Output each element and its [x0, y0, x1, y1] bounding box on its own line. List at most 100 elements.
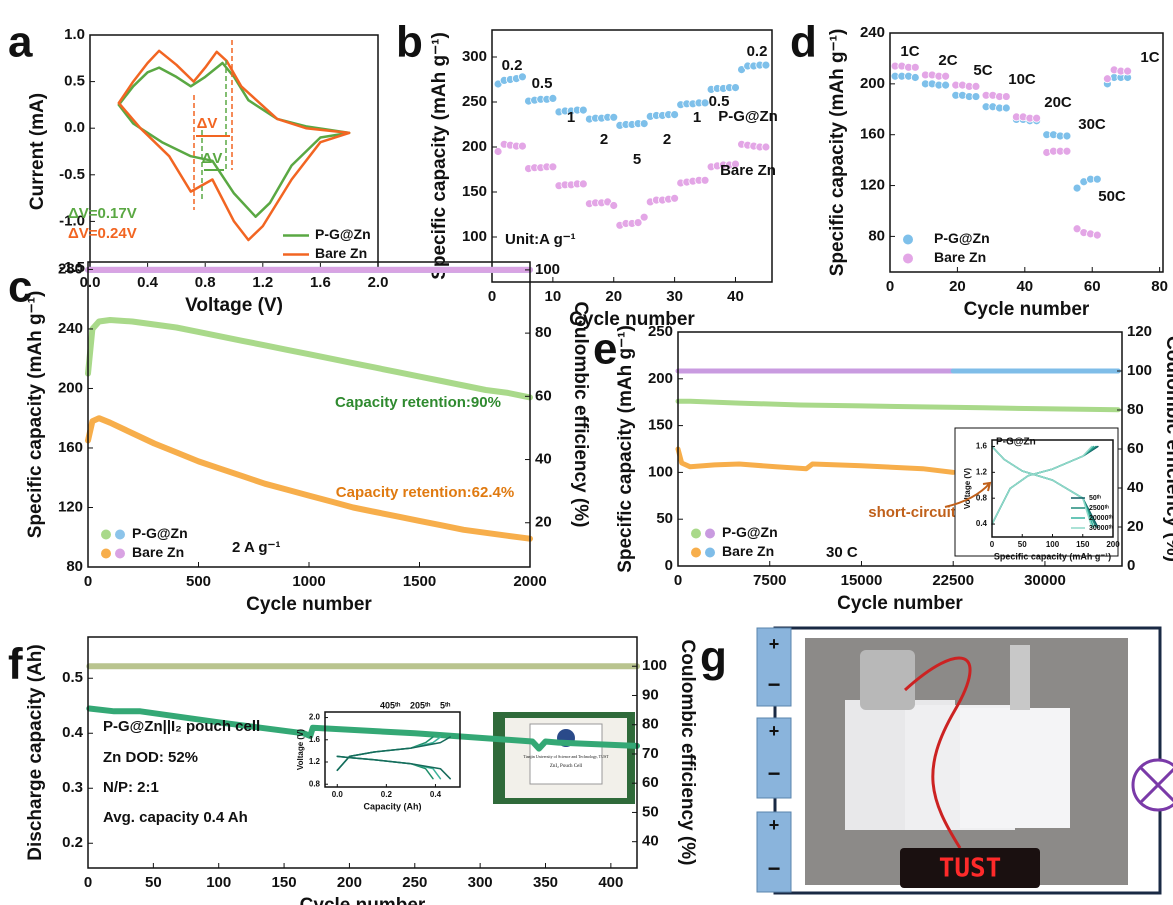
- inset-title: P-G@Zn: [996, 437, 1036, 448]
- y-axis-label: Discharge capacity (Ah): [25, 644, 46, 860]
- point: [910, 62, 920, 72]
- y-tick-label: 1.6: [309, 735, 321, 744]
- point: [910, 73, 920, 82]
- series-line: [117, 61, 351, 218]
- x-tick-label: 1.2: [252, 274, 273, 291]
- x-tick-label: 200: [1106, 540, 1120, 549]
- photo-text: Tianjin University of Science and Techno…: [523, 754, 609, 760]
- legend-label: P-G@Zn: [132, 525, 188, 541]
- point: [700, 175, 710, 185]
- y2-tick-label: 20: [535, 514, 552, 531]
- annotation: 50C: [1098, 188, 1126, 205]
- x-tick-label: 2000: [513, 573, 546, 590]
- lamp: [1131, 758, 1173, 812]
- legend-label: P-G@Zn: [315, 226, 371, 242]
- legend-marker: [691, 547, 701, 558]
- x-axis-label: Cycle number: [837, 593, 963, 614]
- y-tick-label: 150: [462, 183, 487, 200]
- annotation: 1C: [900, 43, 919, 60]
- annotation: 30 C: [826, 544, 858, 561]
- sign: +: [769, 721, 780, 741]
- legend-marker: [101, 548, 111, 559]
- x-tick-label: 50: [145, 874, 162, 891]
- plot-frame: [87, 261, 531, 568]
- x-tick-label: 0: [488, 288, 496, 305]
- lamp-cross: [1138, 765, 1173, 805]
- y2-tick-label: 100: [642, 657, 667, 674]
- annotation: Zn DOD: 52%: [103, 749, 198, 766]
- y-tick-label: 100: [462, 228, 487, 245]
- y2-tick-label: 40: [642, 833, 659, 850]
- y2-tick-label: 20: [1127, 518, 1144, 535]
- point: [1092, 230, 1102, 240]
- x-tick-label: 150: [272, 874, 297, 891]
- legend-marker: [705, 547, 715, 558]
- y2-axis-label: Coulombic efficiency (%): [1162, 336, 1173, 562]
- annotation: 5C: [973, 62, 992, 79]
- annotation: ΔV: [197, 115, 218, 132]
- x-tick-label: 7500: [753, 572, 786, 589]
- annotation: P-G@Zn||I₂ pouch cell: [103, 718, 260, 735]
- x-tick-label: 0: [990, 540, 995, 549]
- annotation: 0.5: [709, 93, 730, 110]
- y-tick-label: 300: [462, 48, 487, 65]
- point: [1062, 131, 1072, 141]
- annotation: 0.5: [532, 75, 553, 92]
- panel-label: a: [8, 18, 33, 67]
- annotation: 2: [663, 131, 671, 148]
- point: [1072, 183, 1082, 193]
- point: [518, 141, 527, 151]
- x-tick-label: 10: [545, 288, 562, 305]
- x-tick-label: 200: [337, 874, 362, 891]
- x-tick-label: 1.6: [310, 274, 331, 291]
- x-tick-label: 300: [468, 874, 493, 891]
- point: [731, 83, 740, 92]
- x-axis-label: Cycle number: [246, 594, 372, 615]
- y-tick-label: 120: [58, 498, 83, 515]
- x-tick-label: 40: [1016, 278, 1033, 295]
- battery: [756, 717, 792, 799]
- point: [578, 105, 588, 115]
- y-tick-label: -0.5: [59, 166, 85, 183]
- point: [941, 80, 951, 90]
- x-axis-label: Cycle number: [964, 299, 1090, 320]
- y-tick-label: 0.4: [62, 724, 84, 741]
- plot-frame: [889, 32, 1164, 273]
- photo-text: ZnI₂ Pouch Cell: [550, 764, 583, 769]
- series-line: [117, 49, 351, 242]
- y-axis-label: Current (mA): [27, 93, 48, 210]
- y2-tick-label: 120: [1127, 323, 1152, 340]
- x-tick-label: 2.0: [368, 274, 389, 291]
- y-tick-label: 0.0: [64, 119, 85, 136]
- y-tick-label: 0.2: [62, 834, 83, 851]
- x-axis-label: Voltage (V): [185, 295, 283, 316]
- y-tick-label: 160: [58, 439, 83, 456]
- x-tick-label: 0.4: [137, 274, 159, 291]
- y-axis-label: Voltage (V): [296, 729, 305, 771]
- battery: [756, 811, 792, 893]
- x-tick-label: 0.2: [381, 790, 393, 799]
- annotation: 2: [600, 131, 608, 148]
- y-tick-label: 1.2: [309, 757, 321, 766]
- y-tick-label: 280: [58, 260, 83, 277]
- point: [971, 81, 981, 91]
- panel-label: d: [790, 18, 817, 67]
- series-line: [85, 317, 533, 401]
- point: [639, 119, 649, 128]
- y2-tick-label: 100: [1127, 362, 1152, 379]
- legend-label: 2500ᵗʰ: [1089, 505, 1109, 512]
- x-axis-label: Capacity (Ah): [363, 801, 421, 811]
- x-tick-label: 30: [666, 288, 683, 305]
- x-tick-label: 0: [674, 572, 682, 589]
- arrow: [944, 481, 992, 508]
- annotation: Capacity retention:62.4%: [336, 484, 514, 501]
- annotation: Capacity retention:90%: [335, 394, 501, 411]
- y-tick-label: 150: [648, 417, 673, 434]
- wire: [903, 656, 972, 849]
- y-axis-label: Specific capacity (mAh g⁻¹): [25, 291, 46, 539]
- annotation: 20C: [1044, 94, 1072, 111]
- legend-marker: [115, 529, 125, 540]
- point: [578, 179, 588, 189]
- pouch-photo: Tianjin University of Science and Techno…: [493, 712, 635, 804]
- series-line: [991, 445, 1093, 529]
